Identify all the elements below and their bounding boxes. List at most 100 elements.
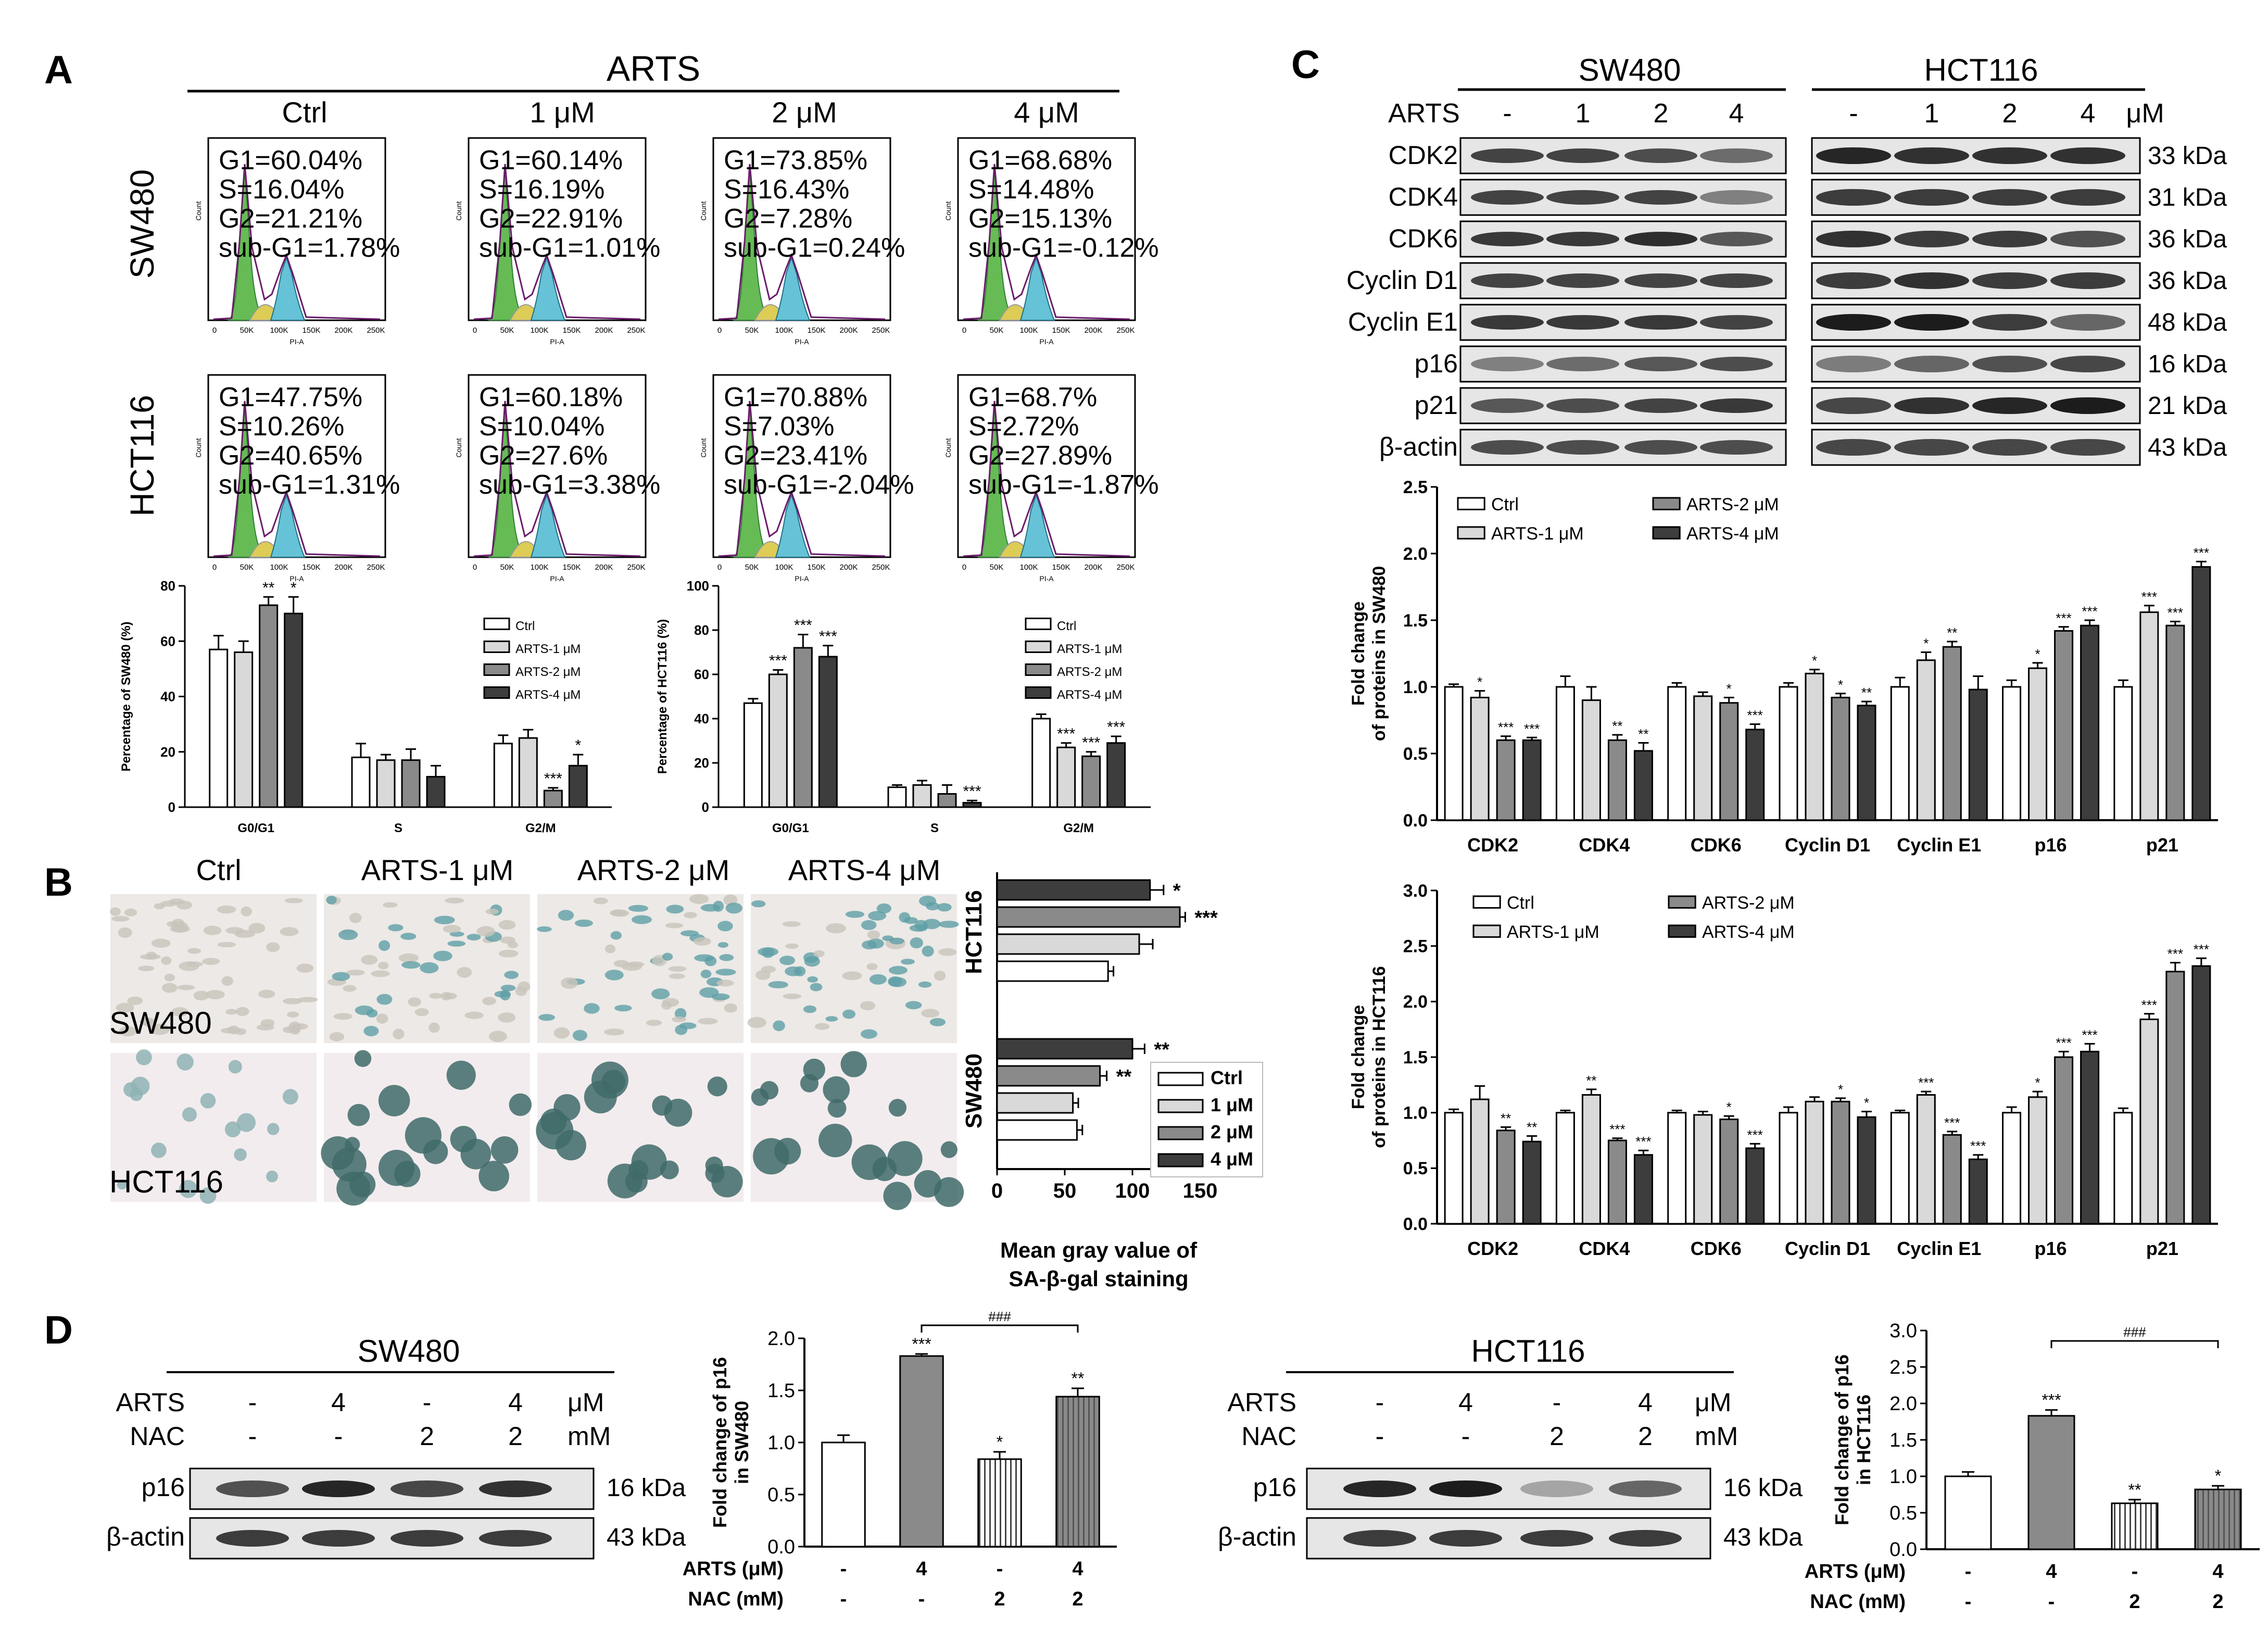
y-tick-label: 2.0 [767,1328,795,1350]
significance-label: ** [2128,1480,2141,1499]
cell-cluster [851,1144,887,1181]
fit-curve [213,164,381,320]
cell-cluster [236,1113,256,1132]
flow-stat: S=10.04% [479,411,604,442]
significance-label: ** [1586,1073,1596,1088]
significance-label: *** [1635,1134,1651,1149]
blot-title: SW480 [358,1334,460,1369]
legend-swatch [1025,686,1052,699]
unit-label: mM [568,1422,611,1451]
band [2050,189,2125,206]
bar [996,1092,1074,1114]
panel-letter-d: D [44,1308,73,1352]
x-tick-label: - [2048,1591,2055,1613]
band [1700,357,1773,371]
bar [1857,1116,1876,1225]
cell [553,1027,570,1039]
x-tick-label: 2 [994,1588,1005,1610]
cell [443,925,461,933]
cell-cluster [234,1148,247,1161]
cell-cluster [282,1089,298,1105]
legend-label: Ctrl [515,619,535,633]
bar [996,960,1109,982]
cell [329,1032,345,1041]
cell [434,915,455,924]
lane-label: 2 [420,1422,434,1451]
band [1624,148,1697,163]
x-tick-label: 250K [627,326,645,335]
lane-label: - [1376,1422,1384,1451]
significance-label: *** [2082,1027,2097,1043]
y-tick-label: 1.5 [1889,1429,1917,1451]
protein-label: CDK4 [1389,182,1458,211]
x-tick-label: 50K [500,326,514,335]
cell [288,1021,301,1033]
band [1624,190,1697,205]
cell [326,896,337,905]
significance-label: *** [1609,1122,1625,1137]
cell [826,923,846,934]
flow-stat: S=14.48% [968,174,1094,205]
g2-peak [530,256,566,321]
band [1546,273,1619,288]
cell [694,937,711,946]
y-tick-label: 3.0 [1889,1320,1917,1342]
bar [887,786,907,808]
cell [842,971,862,981]
cell [662,998,679,1007]
y-tick-label: 2.5 [1889,1357,1917,1378]
cell [400,933,417,940]
y-tick-label: 2.5 [1403,478,1428,497]
cell [938,921,959,928]
y-tick-label: 0.0 [767,1536,795,1558]
cell [221,976,233,986]
y-tick-label: 1.5 [767,1380,795,1402]
fit-curve [473,400,641,557]
fit-curve [473,164,641,320]
flow-stat: G2=7.28% [724,204,852,234]
x-tick-label: Cyclin E1 [1897,834,1981,856]
size-label: 31 kDa [2148,184,2227,211]
x-tick-label: 100K [270,563,288,572]
x-axis-label: PI-A [1039,337,1054,346]
band [1429,1480,1502,1497]
cell [646,1020,662,1026]
cell [698,1018,718,1025]
cell [235,1007,249,1016]
bar [793,647,813,808]
x-tick-label: 200K [1084,326,1102,335]
flow-stat: sub-G1=0.24% [724,233,905,263]
band [390,1480,463,1497]
bar [2027,1415,2075,1550]
x-tick-label: 2 [2129,1591,2140,1613]
bar [1831,696,1850,821]
x-tick-label: 150K [302,563,320,572]
significance-label: ** [1501,1110,1511,1126]
bar [996,879,1151,901]
cell [684,912,697,919]
cell [498,1012,516,1023]
cell [783,993,802,999]
y-axis-label: Count [455,438,463,457]
flow-stat: sub-G1=-2.04% [724,470,914,500]
cell-cluster [628,1160,649,1181]
cell [713,900,724,912]
bar [1968,688,1988,821]
cell [716,980,734,987]
cell [388,924,404,932]
legend-label: ARTS-2 μM [1686,495,1779,514]
cell [715,969,736,976]
bar [1719,702,1739,821]
cell-cluster [224,1121,241,1138]
y-tick-label: 0.5 [1403,1159,1428,1178]
band [1700,232,1773,246]
significance-label: ** [1947,625,1957,641]
flow-stat: sub-G1=-1.87% [968,470,1159,500]
micrograph [749,892,959,1045]
cell [118,927,132,938]
cell [116,1002,134,1013]
x-tick-label: 150K [807,326,825,335]
x-tick-label: 50K [240,563,254,572]
significance-label: ** [1072,1369,1085,1388]
